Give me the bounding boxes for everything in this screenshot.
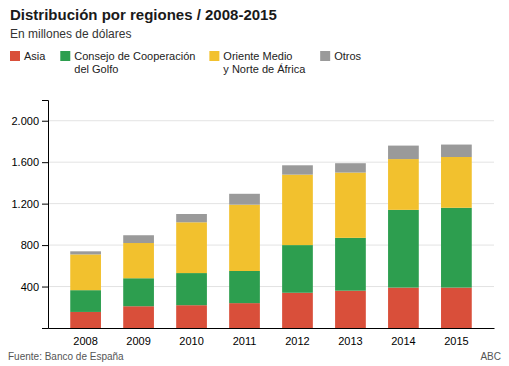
x-tick-label: 2015 (444, 335, 468, 347)
y-tick-label: 400 (21, 281, 39, 293)
bar (388, 210, 419, 288)
legend-item: Otros (320, 50, 361, 62)
bar (441, 208, 472, 288)
y-tick-mark (42, 245, 48, 246)
x-tick: 2014 (391, 335, 415, 347)
legend-swatch (60, 51, 70, 61)
y-tick: 2.000 (11, 115, 48, 127)
y-axis-line (42, 101, 49, 329)
series (70, 208, 472, 312)
bar (229, 194, 260, 205)
legend-item: Consejo de Cooperacióndel Golfo (60, 50, 195, 75)
bar (335, 291, 366, 328)
bar (70, 290, 101, 312)
bar (70, 251, 101, 254)
legend-item: Asia (10, 50, 46, 62)
bar (282, 165, 313, 174)
bar (441, 145, 472, 157)
y-tick: 800 (21, 239, 48, 251)
legend-label: Otros (334, 50, 361, 62)
bar (176, 273, 207, 305)
y-tick-label: 800 (21, 239, 39, 251)
y-tick-mark (42, 162, 48, 163)
x-tick: 2008 (73, 335, 97, 347)
watermark: ABC (480, 351, 501, 362)
x-tick: 2010 (179, 335, 203, 347)
bars (70, 145, 472, 328)
x-tick: 2012 (285, 335, 309, 347)
bar (335, 173, 366, 238)
legend-item: Oriente Medioy Norte de África (209, 50, 306, 75)
grid-line (48, 203, 494, 204)
bar (123, 306, 154, 328)
bar (388, 146, 419, 159)
series (70, 157, 472, 290)
bar (335, 238, 366, 291)
bar (176, 305, 207, 328)
bar (123, 235, 154, 243)
legend-swatch (10, 51, 20, 61)
bar (388, 159, 419, 210)
y-tick: 1.200 (11, 198, 48, 210)
bar (229, 271, 260, 303)
x-tick-label: 2008 (73, 335, 97, 347)
bar (441, 288, 472, 328)
bar (282, 293, 313, 328)
plot: 2008 2009 2010 2011 2012 2013 2014 2015 400 800 1.… (11, 101, 494, 347)
y-tick-label: 2.000 (11, 115, 39, 127)
legend-swatch (209, 51, 219, 61)
bar (229, 205, 260, 271)
legend: Asia Consejo de Cooperacióndel Golfo Orien… (10, 50, 362, 75)
source: Fuente: Banco de España (8, 351, 124, 362)
bar (70, 312, 101, 328)
x-tick-label: 2011 (233, 335, 257, 347)
x-tick: 2013 (338, 335, 362, 347)
x-tick-label: 2009 (126, 335, 150, 347)
bar (282, 175, 313, 245)
x-tick-label: 2014 (391, 335, 415, 347)
bar (441, 157, 472, 208)
y-tick-mark (42, 287, 48, 288)
bar (70, 254, 101, 290)
legend-label: Consejo de Cooperacióndel Golfo (74, 50, 195, 75)
chart: Distribución por regiones / 2008-2015 En … (0, 0, 509, 366)
legend-label: Oriente Medioy Norte de África (223, 50, 306, 75)
x-tick: 2009 (126, 335, 150, 347)
grid-line (48, 286, 494, 287)
y-axis: 400 800 1.200 1.600 2.000 (11, 101, 48, 329)
y-tick: 1.600 (11, 156, 48, 168)
y-tick-mark (42, 121, 48, 122)
y-tick-label: 1.600 (11, 156, 39, 168)
y-tick-mark (42, 204, 48, 205)
bar (123, 243, 154, 278)
bar (123, 278, 154, 306)
bar (176, 222, 207, 273)
y-tick-label: 1.200 (11, 198, 39, 210)
grid-line (48, 245, 494, 246)
bar (335, 163, 366, 172)
series (70, 145, 472, 255)
x-axis-line (49, 328, 495, 329)
x-tick: 2015 (444, 335, 468, 347)
x-tick-label: 2012 (285, 335, 309, 347)
bar (229, 303, 260, 328)
x-axis: 2008 2009 2010 2011 2012 2013 2014 2015 (49, 329, 495, 347)
subtitle: En millones de dólares (10, 27, 131, 41)
legend-swatch (320, 51, 330, 61)
x-tick: 2011 (233, 335, 257, 347)
bar (388, 288, 419, 328)
bar (282, 245, 313, 293)
grid (48, 121, 494, 287)
grid-line (48, 162, 494, 163)
title: Distribución por regiones / 2008-2015 (10, 6, 277, 23)
y-tick: 400 (21, 281, 48, 293)
bar (176, 214, 207, 222)
legend-label: Asia (24, 50, 46, 62)
x-tick-label: 2010 (179, 335, 203, 347)
x-tick-label: 2013 (338, 335, 362, 347)
grid-line (48, 120, 494, 121)
